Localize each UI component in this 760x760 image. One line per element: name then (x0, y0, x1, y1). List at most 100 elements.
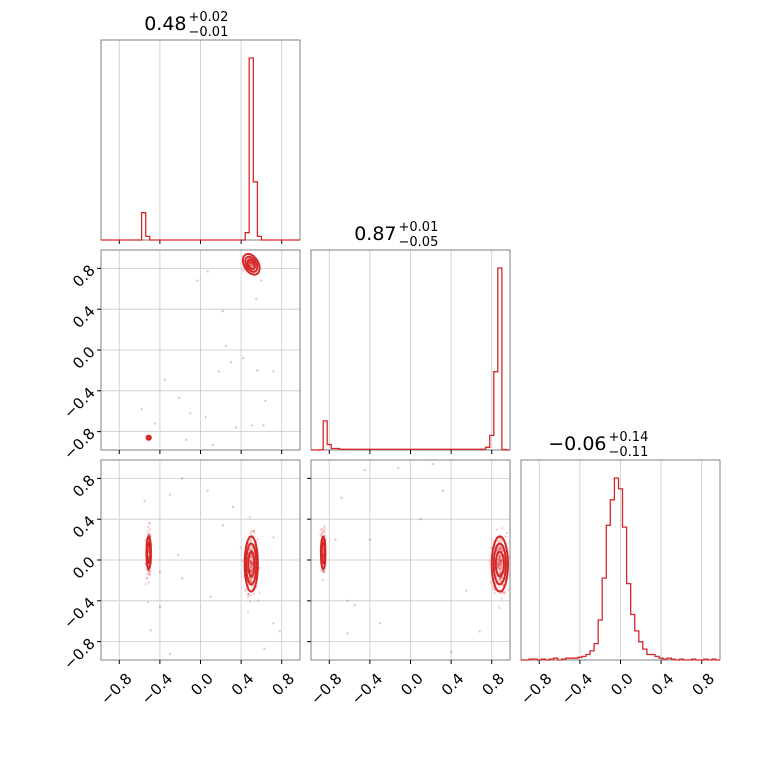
scatter-point (250, 562, 254, 565)
scatter-point (497, 539, 500, 542)
scatter-point (249, 570, 252, 574)
scatter-point (250, 576, 253, 580)
scatter-point (252, 529, 256, 533)
y-tick-label: 0.8 (69, 261, 99, 291)
scatter-point (249, 562, 253, 566)
scatter-point (251, 264, 254, 267)
scatter-point (497, 546, 500, 550)
scatter-point (498, 559, 502, 562)
scatter-point (239, 546, 242, 549)
scatter-point (499, 564, 502, 568)
scatter-point (149, 534, 152, 537)
scatter-point (246, 595, 250, 599)
scatter-point (250, 261, 253, 265)
scatter-point (252, 529, 255, 533)
scatter-point (248, 548, 251, 551)
scatter-point (498, 547, 502, 551)
scatter-point (499, 592, 503, 595)
scatter-point (497, 561, 501, 565)
scatter-point (146, 600, 150, 604)
scatter-point (250, 568, 254, 572)
scatter-point (323, 531, 326, 534)
scatter-point (498, 577, 501, 580)
density-contour (247, 550, 256, 578)
scatter-point (497, 560, 500, 564)
scatter-point (209, 595, 212, 598)
y-tick-label: 0.0 (69, 343, 99, 373)
scatter-point (500, 548, 503, 551)
scatter-point (499, 559, 502, 562)
scatter-point (251, 263, 254, 266)
scatter-point (498, 554, 502, 558)
scatter-point (500, 563, 503, 566)
scatter-point (320, 532, 324, 536)
scatter-point (320, 531, 324, 535)
scatter-point (248, 577, 252, 581)
scatter-point (249, 568, 252, 571)
scatter-point (250, 538, 253, 541)
scatter-point (147, 581, 150, 584)
scatter-point (146, 529, 149, 533)
scatter-point (278, 630, 281, 633)
scatter-point (323, 526, 327, 530)
scatter-point (249, 570, 253, 573)
scatter-point (493, 591, 496, 595)
scatter-point (465, 589, 468, 592)
scatter-point (206, 489, 209, 492)
scatter-point (251, 561, 254, 564)
scatter-point (256, 537, 259, 541)
scatter-point (248, 593, 251, 596)
scatter-point (249, 560, 253, 564)
scatter-point (499, 577, 502, 580)
scatter-point (250, 261, 253, 265)
param-title-median: −0.06 (548, 433, 606, 455)
scatter-point (248, 600, 252, 603)
x-tick-label: 0.4 (228, 670, 258, 700)
scatter-point (248, 548, 252, 551)
scatter-point (498, 568, 501, 572)
x-tick-label: 0.0 (187, 670, 217, 700)
scatter-point (148, 572, 151, 576)
scatter-point (498, 556, 501, 560)
scatter-point (251, 562, 254, 565)
density-contour (319, 535, 327, 571)
param-title-minus: −0.01 (189, 25, 229, 40)
scatter-point (500, 566, 503, 570)
scatter-point (248, 261, 251, 265)
density-contour (243, 535, 259, 593)
scatter-point (340, 496, 343, 499)
scatter-point (319, 534, 322, 538)
scatter-point (249, 261, 252, 264)
scatter-point (258, 566, 261, 570)
scatter-point (497, 579, 500, 582)
scatter-point (334, 538, 337, 541)
scatter-point (251, 563, 254, 566)
scatter-point (196, 279, 199, 282)
y-tick-label: −0.4 (60, 594, 98, 632)
scatter-point (250, 562, 253, 566)
scatter-point (256, 599, 260, 602)
scatter-point (497, 585, 501, 589)
scatter-point (272, 536, 275, 539)
scatter-point (498, 553, 502, 556)
scatter-point (249, 565, 252, 568)
scatter-point (250, 567, 253, 570)
scatter-point (419, 517, 422, 521)
scatter-point (497, 577, 501, 581)
scatter-point (250, 564, 253, 567)
density-contour (241, 252, 261, 276)
y-tick-label: −0.8 (60, 635, 98, 673)
scatter-point (148, 573, 152, 577)
scatter-point (249, 570, 252, 573)
scatter-point (250, 548, 253, 551)
scatter-point (489, 546, 492, 549)
scatter-point (177, 396, 181, 400)
param-title-median: 0.48 (144, 13, 186, 35)
density-contour (145, 535, 152, 571)
scatter-point (249, 563, 252, 566)
scatter-point (249, 262, 252, 265)
scatter-point (496, 562, 499, 566)
x-tick-label: −0.8 (307, 670, 345, 708)
density-contour (245, 542, 258, 586)
